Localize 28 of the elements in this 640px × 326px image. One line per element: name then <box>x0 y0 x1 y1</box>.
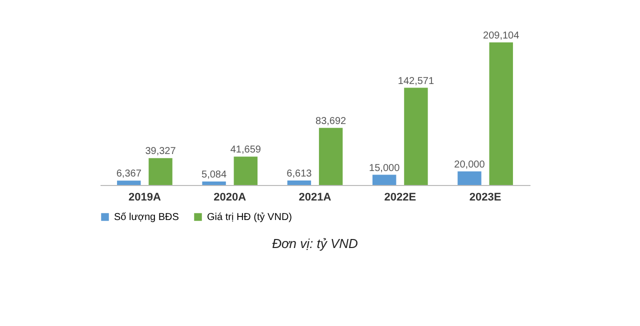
x-tick-label: 2020A <box>214 192 246 204</box>
legend-label: Số lượng BĐS <box>114 212 180 223</box>
x-tick-label: 2021A <box>298 192 332 204</box>
text: Đơn vị: tỷ VND <box>272 236 358 251</box>
data-label: 15,000 <box>369 162 400 174</box>
bar <box>117 180 141 185</box>
bar <box>458 171 482 185</box>
bar <box>148 158 172 185</box>
bar <box>318 128 343 185</box>
x-tick-label: 2023E <box>469 192 502 204</box>
bar <box>202 182 226 185</box>
data-label: 142,571 <box>398 76 434 87</box>
legend-label: Giá trị HĐ (tỷ VND) <box>207 212 292 223</box>
data-label: 39,327 <box>145 146 176 158</box>
data-label: 5,084 <box>202 170 227 181</box>
x-tick-label: 2019A <box>128 192 161 204</box>
x-tick-label: 2022E <box>384 192 416 204</box>
data-label: 83,692 <box>316 116 347 127</box>
data-label: 6,613 <box>286 168 312 180</box>
bar <box>489 42 513 185</box>
data-label: 20,000 <box>454 159 486 170</box>
data-label: 209,104 <box>483 30 520 42</box>
bar <box>287 180 312 185</box>
data-label: 6,367 <box>116 168 142 180</box>
bar <box>234 156 258 185</box>
bar <box>372 174 396 185</box>
data-label: 41,659 <box>230 144 262 156</box>
bar <box>404 88 428 185</box>
